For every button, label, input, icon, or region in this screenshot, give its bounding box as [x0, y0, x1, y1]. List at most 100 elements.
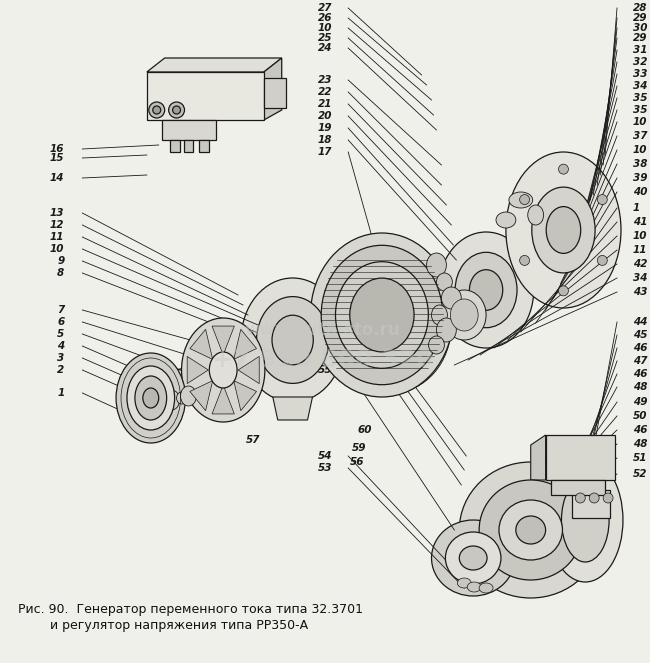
Ellipse shape [382, 267, 402, 283]
Text: 53: 53 [318, 463, 332, 473]
Bar [162, 120, 216, 140]
Ellipse shape [597, 255, 607, 265]
Text: +7 910 800 320: +7 910 800 320 [212, 348, 433, 372]
Ellipse shape [458, 578, 471, 588]
Ellipse shape [467, 582, 481, 592]
Text: 29: 29 [633, 33, 647, 43]
Ellipse shape [450, 299, 478, 331]
Ellipse shape [143, 388, 159, 408]
Ellipse shape [603, 493, 613, 503]
Text: 46: 46 [318, 303, 332, 313]
Bar [573, 490, 610, 518]
Ellipse shape [164, 390, 179, 410]
Text: Рис. 90.  Генератор переменного тока типа 32.3701: Рис. 90. Генератор переменного тока типа… [18, 603, 363, 617]
Ellipse shape [528, 205, 543, 225]
Text: 35: 35 [633, 105, 647, 115]
Ellipse shape [519, 255, 530, 265]
Text: 26: 26 [318, 13, 332, 23]
Ellipse shape [411, 282, 431, 298]
Ellipse shape [411, 352, 431, 369]
Text: 44: 44 [633, 317, 647, 327]
Ellipse shape [558, 164, 568, 174]
Polygon shape [212, 326, 235, 355]
Ellipse shape [428, 336, 445, 354]
Text: 57: 57 [246, 435, 260, 445]
Ellipse shape [441, 287, 461, 309]
Ellipse shape [562, 478, 609, 562]
Text: 24: 24 [318, 43, 332, 53]
Text: 10: 10 [633, 145, 647, 155]
Ellipse shape [352, 282, 372, 298]
Text: 60: 60 [358, 425, 372, 435]
Text: 47: 47 [633, 356, 647, 366]
Ellipse shape [168, 102, 185, 118]
Text: 55: 55 [318, 365, 332, 375]
Text: 25: 25 [318, 33, 332, 43]
Ellipse shape [432, 520, 515, 596]
Ellipse shape [575, 493, 585, 503]
Bar [545, 435, 615, 480]
Bar [200, 140, 209, 152]
Text: 52: 52 [318, 291, 332, 301]
Ellipse shape [496, 212, 516, 228]
Ellipse shape [149, 102, 164, 118]
Text: 40: 40 [633, 187, 647, 197]
Ellipse shape [350, 278, 414, 352]
Text: 42: 42 [633, 259, 647, 269]
Text: 46: 46 [633, 425, 647, 435]
Ellipse shape [437, 318, 456, 342]
Polygon shape [234, 330, 257, 359]
Text: 46: 46 [633, 369, 647, 379]
Ellipse shape [460, 546, 487, 570]
Text: 21: 21 [318, 99, 332, 109]
Text: 59: 59 [352, 443, 367, 453]
Bar [183, 140, 194, 152]
Ellipse shape [479, 480, 582, 580]
Text: 2: 2 [57, 365, 64, 375]
Ellipse shape [257, 296, 329, 383]
Text: 7: 7 [57, 305, 64, 315]
Text: 56: 56 [318, 315, 332, 325]
Text: 15: 15 [50, 153, 64, 163]
Text: 41: 41 [633, 217, 647, 227]
Ellipse shape [437, 273, 452, 291]
Text: 4: 4 [57, 341, 64, 351]
Text: 48: 48 [633, 382, 647, 392]
Polygon shape [190, 381, 213, 410]
Ellipse shape [335, 262, 428, 369]
Ellipse shape [443, 290, 486, 340]
Text: 18: 18 [318, 135, 332, 145]
Text: 1: 1 [57, 388, 64, 398]
Bar [264, 78, 286, 108]
Ellipse shape [321, 245, 443, 385]
Text: 30: 30 [633, 23, 647, 33]
Text: 34: 34 [633, 273, 647, 283]
Ellipse shape [426, 253, 447, 277]
Ellipse shape [445, 532, 501, 584]
Ellipse shape [597, 194, 607, 205]
Ellipse shape [460, 462, 602, 598]
Ellipse shape [469, 270, 502, 310]
Text: 27: 27 [318, 3, 332, 13]
Text: 5: 5 [57, 329, 64, 339]
Ellipse shape [546, 207, 580, 253]
Polygon shape [147, 72, 264, 120]
Text: и регулятор напряжения типа РР350-А: и регулятор напряжения типа РР350-А [49, 619, 307, 631]
Text: 31: 31 [633, 45, 647, 55]
Ellipse shape [173, 106, 181, 114]
Polygon shape [190, 330, 213, 359]
Ellipse shape [516, 516, 545, 544]
Text: 29: 29 [633, 13, 647, 23]
Ellipse shape [455, 253, 517, 328]
Text: 52: 52 [633, 469, 647, 479]
Text: 10: 10 [633, 231, 647, 241]
Text: 51: 51 [633, 453, 647, 463]
Text: 43: 43 [633, 287, 647, 297]
Text: 11: 11 [50, 232, 64, 242]
Ellipse shape [352, 352, 372, 369]
Text: 12: 12 [50, 220, 64, 230]
Text: 19: 19 [318, 123, 332, 133]
Ellipse shape [209, 352, 237, 388]
Text: 49: 49 [633, 397, 647, 407]
Text: 35: 35 [633, 93, 647, 103]
